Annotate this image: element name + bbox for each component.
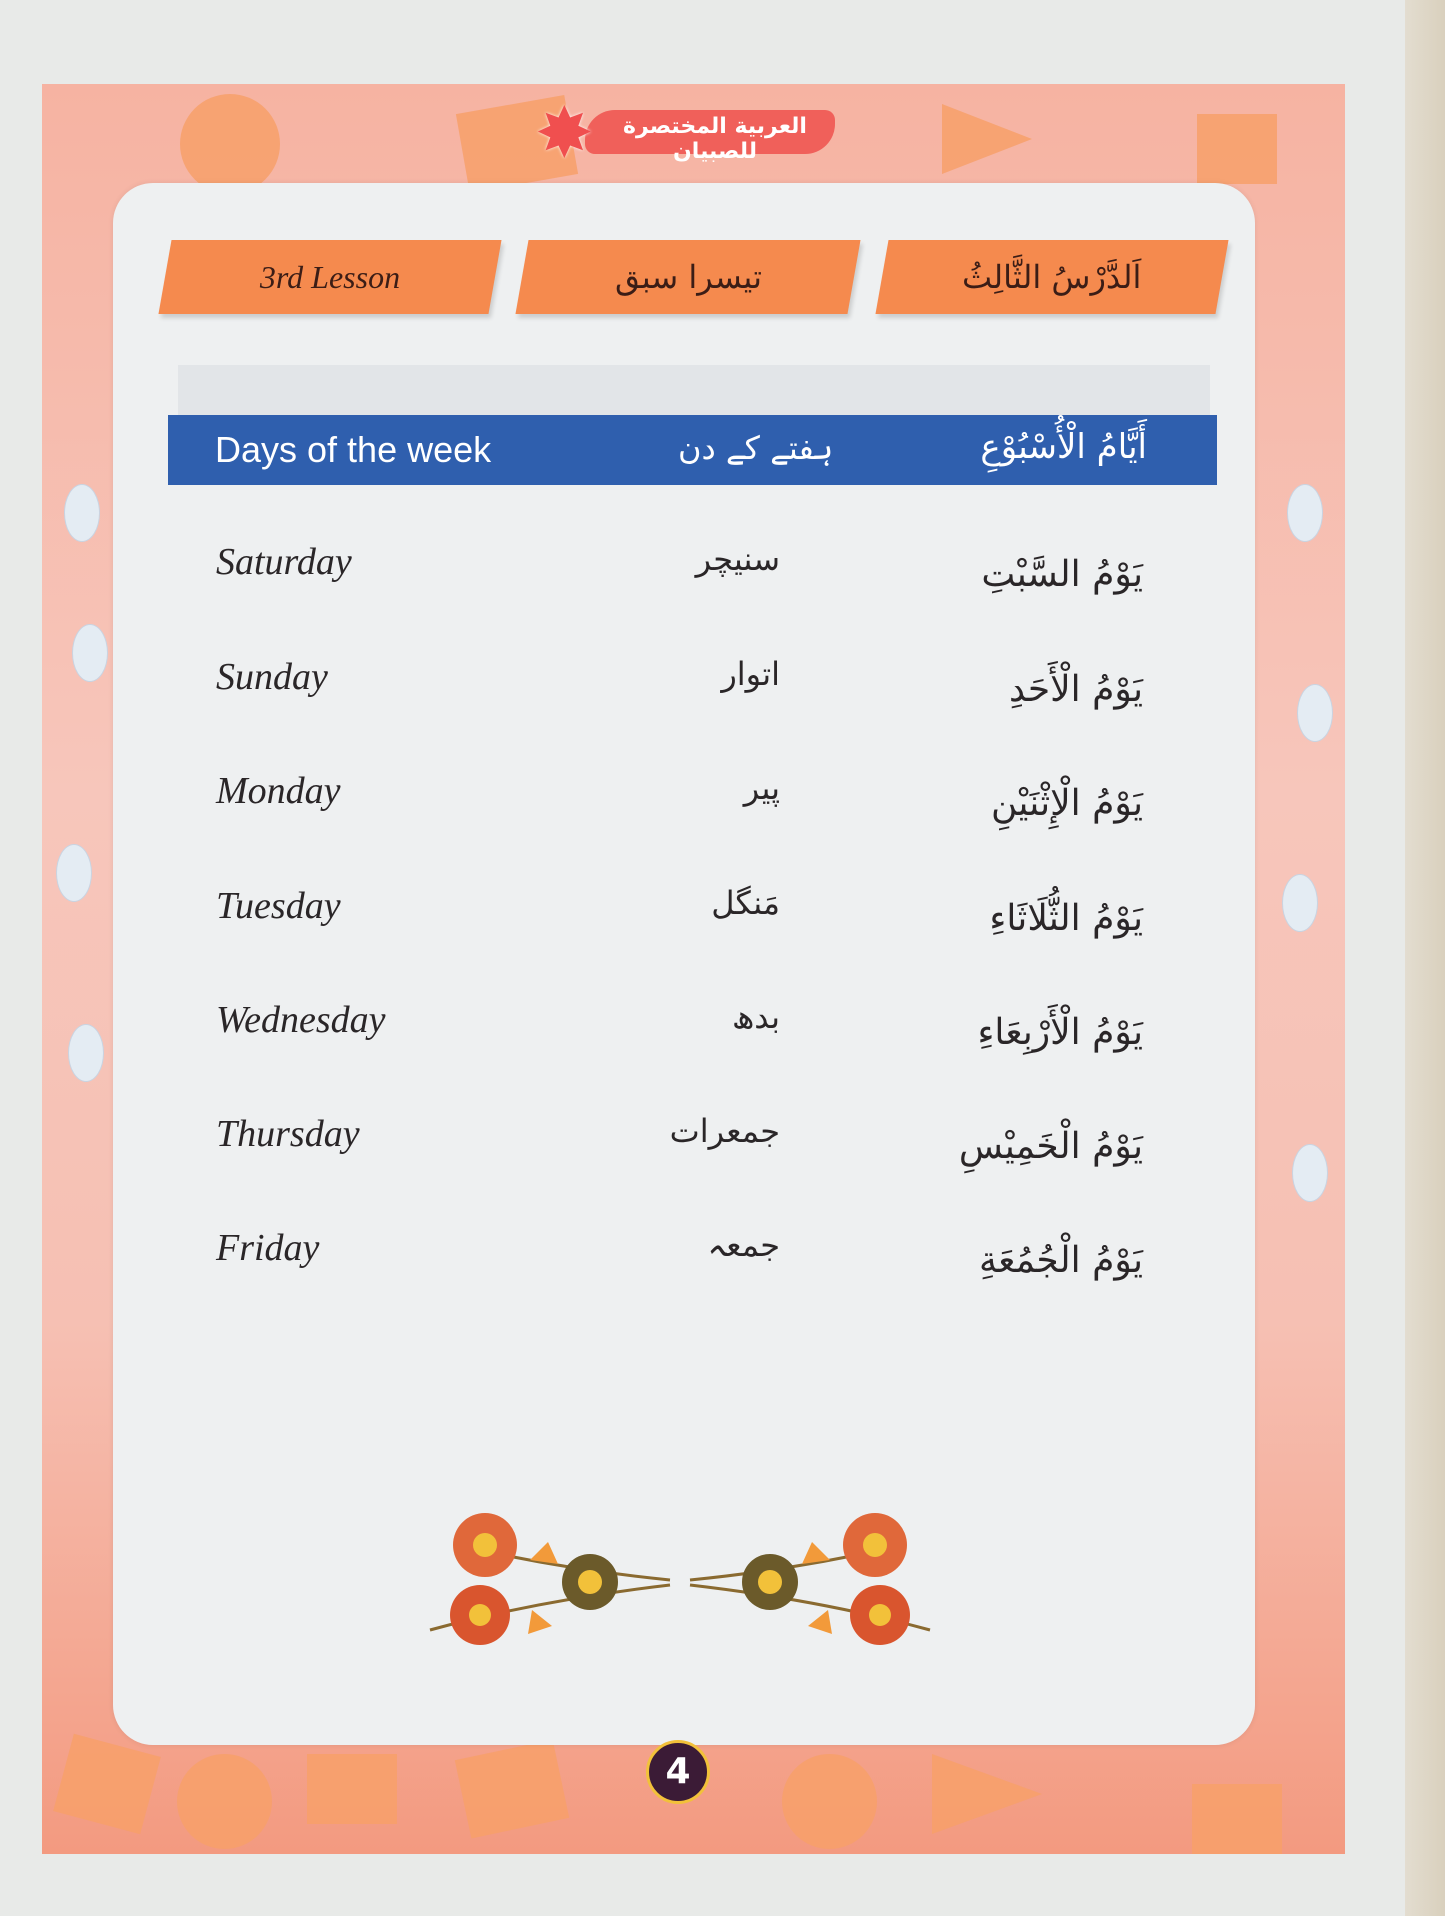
day-urdu: پیر — [743, 769, 780, 807]
header-urdu: ہفتے کے دن — [678, 429, 834, 467]
day-urdu: بدھ — [731, 998, 780, 1036]
header-shadow — [178, 365, 1210, 415]
table-row: Tuesday مَنگل يَوْمُ الثُّلَاثَاءِ — [0, 884, 1445, 964]
book-spine — [1405, 0, 1445, 1916]
day-english: Friday — [216, 1227, 320, 1269]
lesson-label-english: 3rd Lesson — [259, 258, 401, 295]
book-title-badge: ✸ العربية المختصرة للصبيان — [535, 92, 835, 174]
lesson-label-arabic: اَلدَّرْسُ الثَّالِثُ — [962, 258, 1142, 296]
decor-square — [307, 1754, 397, 1824]
day-arabic: يَوْمُ الثُّلَاثَاءِ — [989, 898, 1143, 939]
day-english: Wednesday — [216, 999, 386, 1041]
lesson-tab-urdu: تیسرا سبق — [515, 240, 861, 314]
flower-left — [429, 1513, 671, 1645]
decor-leaf — [1292, 1144, 1328, 1202]
decor-leaf — [1282, 874, 1318, 932]
star-icon: ✸ — [535, 92, 594, 174]
day-arabic: يَوْمُ الْأَرْبِعَاءِ — [977, 1012, 1143, 1053]
decor-leaf — [72, 624, 108, 682]
decor-triangle — [932, 1754, 1042, 1834]
page-number: 4 — [646, 1740, 710, 1804]
decor-circle — [177, 1754, 272, 1849]
title-banner — [585, 110, 835, 154]
decor-square — [1192, 1784, 1282, 1854]
decor-square — [454, 1739, 570, 1839]
day-urdu: سنیچر — [695, 540, 780, 578]
floral-ornament — [429, 1513, 931, 1645]
decor-leaf — [56, 844, 92, 902]
decor-triangle — [942, 104, 1032, 174]
day-english: Thursday — [216, 1113, 360, 1155]
lesson-tab-english: 3rd Lesson — [158, 240, 502, 314]
table-row: Sunday اتوار يَوْمُ الْأَحَدِ — [0, 655, 1445, 735]
table-header: Days of the week ہفتے کے دن أَيَّامُ الْ… — [168, 415, 1217, 485]
lesson-label-urdu: تیسرا سبق — [614, 258, 762, 296]
decor-leaf — [1287, 484, 1323, 542]
day-english: Sunday — [216, 656, 328, 698]
day-arabic: يَوْمُ السَّبْتِ — [981, 554, 1143, 595]
day-urdu: مَنگل — [711, 884, 780, 922]
header-arabic: أَيَّامُ الْأُسْبُوْعِ — [980, 427, 1147, 467]
table-row: Monday پیر يَوْمُ الْإِثْنَيْنِ — [0, 769, 1445, 849]
day-english: Tuesday — [216, 885, 341, 927]
day-urdu: جمعہ — [707, 1226, 780, 1264]
day-urdu: جمعرات — [669, 1112, 780, 1150]
decor-leaf — [68, 1024, 104, 1082]
day-arabic: يَوْمُ الْجُمُعَةِ — [978, 1240, 1143, 1281]
flower-right — [689, 1513, 931, 1645]
decor-circle — [782, 1754, 877, 1849]
table-row: Thursday جمعرات يَوْمُ الْخَمِيْسِ — [0, 1112, 1445, 1192]
day-arabic: يَوْمُ الْإِثْنَيْنِ — [990, 783, 1143, 824]
lesson-tab-arabic: اَلدَّرْسُ الثَّالِثُ — [875, 240, 1229, 314]
header-english: Days of the week — [215, 429, 492, 470]
day-arabic: يَوْمُ الْخَمِيْسِ — [958, 1126, 1143, 1167]
table-row: Friday جمعہ يَوْمُ الْجُمُعَةِ — [0, 1226, 1445, 1306]
decor-leaf — [64, 484, 100, 542]
decor-leaf — [1297, 684, 1333, 742]
book-title: العربية المختصرة للصبيان — [623, 114, 807, 164]
decor-square — [53, 1733, 161, 1835]
table-row: Wednesday بدھ يَوْمُ الْأَرْبِعَاءِ — [0, 998, 1445, 1078]
table-row: Saturday سنیچر يَوْمُ السَّبْتِ — [0, 540, 1445, 620]
decor-square — [1197, 114, 1277, 184]
day-urdu: اتوار — [721, 655, 780, 693]
day-english: Saturday — [216, 541, 352, 583]
day-english: Monday — [216, 770, 341, 812]
decor-circle — [180, 94, 280, 194]
day-arabic: يَوْمُ الْأَحَدِ — [1008, 669, 1143, 710]
